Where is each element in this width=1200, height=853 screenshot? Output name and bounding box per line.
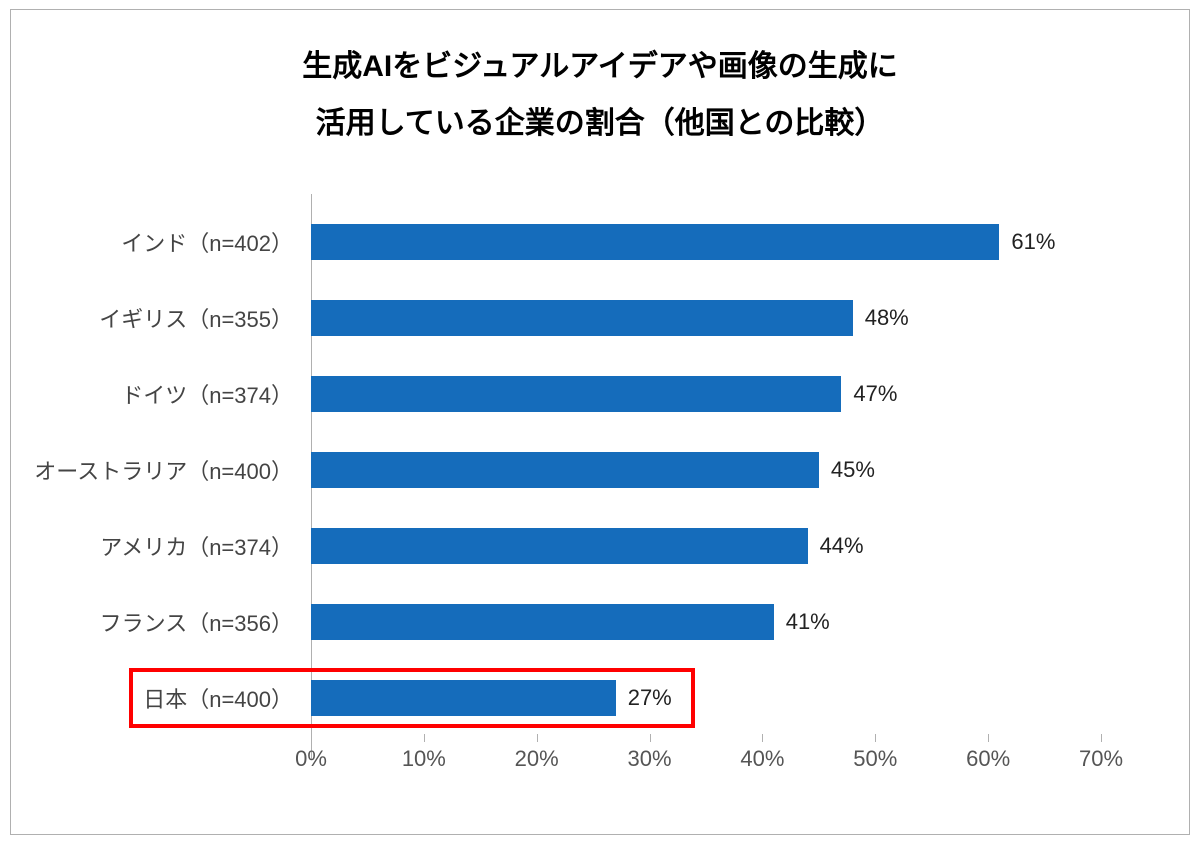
x-axis-tick-label: 70% [1079,746,1123,772]
x-axis-tick-label: 0% [295,746,327,772]
x-axis-tick [1101,734,1102,742]
bar-value-label: 27% [628,685,672,711]
x-axis-tick [650,734,651,742]
bar-row: イギリス（n=355）48% [311,300,1101,336]
chart-title-line-1: 生成AIをビジュアルアイデアや画像の生成に [11,38,1189,95]
bar-row: ドイツ（n=374）47% [311,376,1101,412]
bar [311,604,774,640]
bar-value-label: 41% [786,609,830,635]
x-axis-tick-label: 20% [515,746,559,772]
bar-row: オーストラリア（n=400）45% [311,452,1101,488]
x-axis-tick [537,734,538,742]
bar-row: フランス（n=356）41% [311,604,1101,640]
bar-value-label: 48% [865,305,909,331]
x-axis-tick-label: 50% [853,746,897,772]
bar [311,224,999,260]
bar [311,300,853,336]
x-axis-tick-label: 10% [402,746,446,772]
chart-title-line-2: 活用している企業の割合（他国との比較） [11,95,1189,152]
x-axis-tick [311,734,312,742]
bar-row: 日本（n=400）27% [311,680,1101,716]
bar [311,680,616,716]
x-axis-tick-label: 60% [966,746,1010,772]
x-axis-tick [875,734,876,742]
x-axis-tick-label: 40% [740,746,784,772]
bar-value-label: 47% [853,381,897,407]
plot-area: インド（n=402）61% イギリス（n=355）48% ドイツ（n=374）47%… [311,200,1101,755]
y-axis-label: 日本（n=400） [143,682,311,714]
x-axis-tick [762,734,763,742]
bar-value-label: 61% [1011,229,1055,255]
y-axis-label: イギリス（n=355） [99,302,311,334]
bar [311,452,819,488]
chart-frame: 生成AIをビジュアルアイデアや画像の生成に 活用している企業の割合（他国との比較… [10,9,1190,835]
bar-value-label: 44% [820,533,864,559]
chart-title: 生成AIをビジュアルアイデアや画像の生成に 活用している企業の割合（他国との比較… [11,10,1189,152]
y-axis-label: アメリカ（n=374） [100,530,311,562]
bar-row: アメリカ（n=374）44% [311,528,1101,564]
y-axis-label: ドイツ（n=374） [121,378,311,410]
x-axis-tick [424,734,425,742]
bar-row: インド（n=402）61% [311,224,1101,260]
bar [311,376,841,412]
y-axis-label: オーストラリア（n=400） [34,454,311,486]
y-axis-label: インド（n=402） [121,226,311,258]
bar-value-label: 45% [831,457,875,483]
y-axis-label: フランス（n=356） [100,606,311,638]
x-axis-tick [988,734,989,742]
bar [311,528,808,564]
x-axis-tick-label: 30% [628,746,672,772]
